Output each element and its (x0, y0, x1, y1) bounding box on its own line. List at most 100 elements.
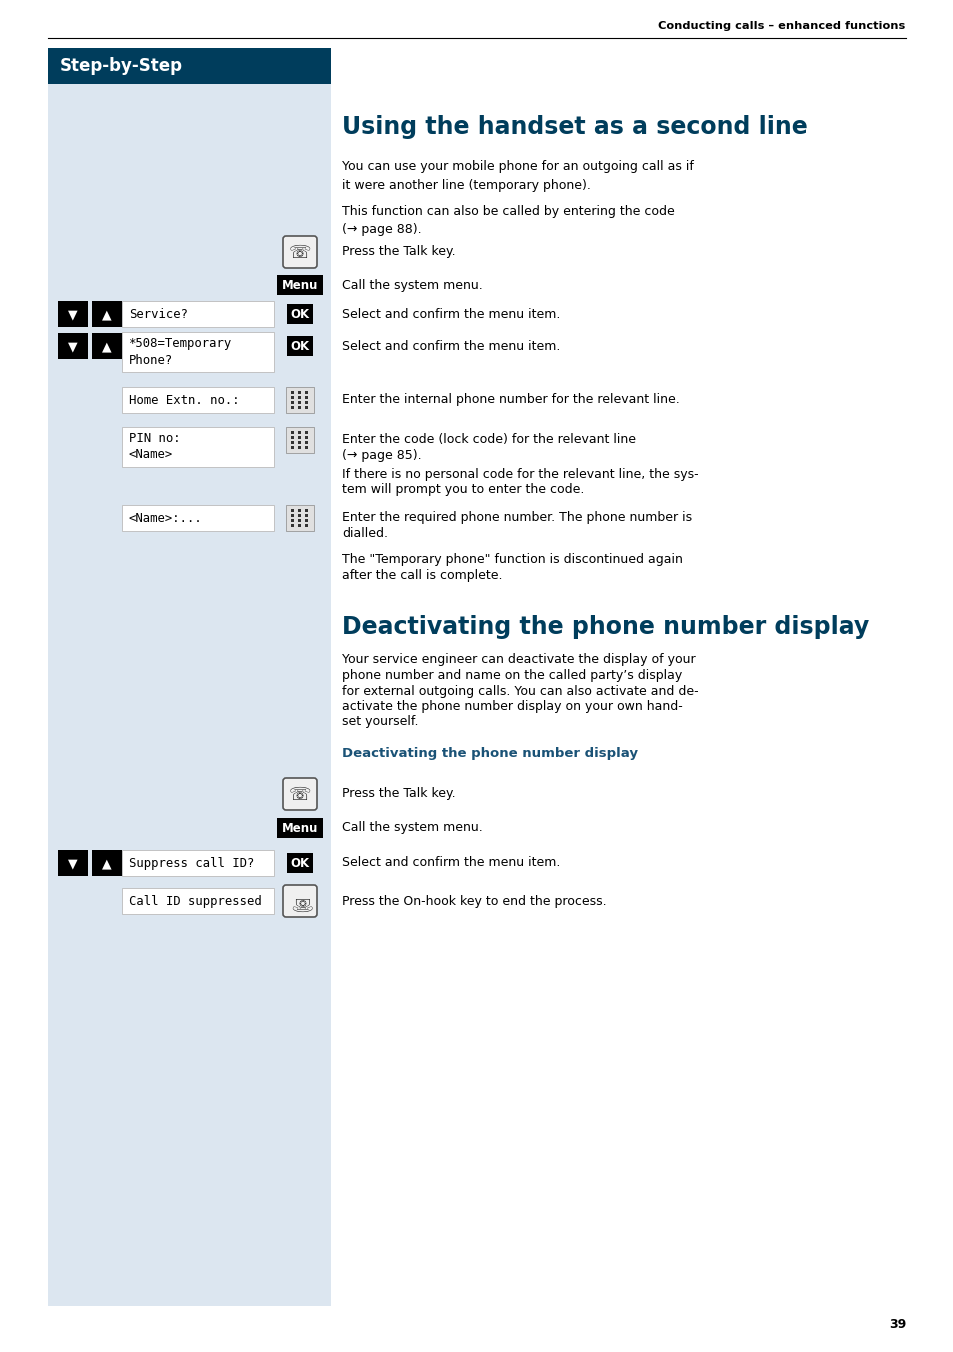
Text: PIN no:: PIN no: (129, 433, 180, 446)
Bar (305, 431, 308, 434)
Text: Call ID suppressed: Call ID suppressed (129, 895, 261, 907)
Text: Home Extn. no.:: Home Extn. no.: (129, 393, 239, 407)
Bar (297, 525, 301, 527)
Text: ▼: ▼ (68, 857, 78, 869)
Bar (291, 514, 294, 516)
Bar (58, 850, 88, 876)
Bar (291, 508, 294, 512)
Text: ▲: ▲ (102, 339, 112, 353)
Text: ▲: ▲ (102, 857, 112, 869)
Text: ▼: ▼ (68, 308, 78, 320)
Text: OK: OK (290, 339, 309, 353)
Bar (122, 427, 274, 466)
Bar (291, 396, 294, 399)
Bar (305, 391, 308, 393)
Bar (48, 49, 331, 84)
Text: Using the handset as a second line: Using the handset as a second line (341, 115, 807, 139)
Bar (276, 274, 323, 295)
Text: phone number and name on the called party’s display: phone number and name on the called part… (341, 669, 681, 681)
Text: You can use your mobile phone for an outgoing call as if
it were another line (t: You can use your mobile phone for an out… (341, 160, 693, 192)
Bar (287, 304, 313, 324)
Bar (291, 446, 294, 449)
Bar (58, 301, 88, 327)
Bar (291, 402, 294, 404)
Bar (305, 519, 308, 522)
Text: tem will prompt you to enter the code.: tem will prompt you to enter the code. (341, 483, 584, 496)
Bar (297, 406, 301, 410)
Bar (91, 333, 122, 360)
Bar (305, 446, 308, 449)
Bar (91, 850, 122, 876)
Text: Menu: Menu (281, 279, 318, 292)
Bar (305, 402, 308, 404)
Bar (122, 506, 274, 531)
Text: ☏: ☏ (289, 894, 311, 911)
Bar (291, 519, 294, 522)
Bar (297, 391, 301, 393)
Bar (297, 435, 301, 439)
Text: If there is no personal code for the relevant line, the sys-: If there is no personal code for the rel… (341, 468, 698, 480)
Text: Your service engineer can deactivate the display of your: Your service engineer can deactivate the… (341, 653, 695, 667)
Text: Enter the code (lock code) for the relevant line: Enter the code (lock code) for the relev… (341, 434, 636, 446)
Bar (297, 519, 301, 522)
Bar (291, 391, 294, 393)
Text: Call the system menu.: Call the system menu. (341, 279, 482, 292)
Bar (297, 514, 301, 516)
Text: Select and confirm the menu item.: Select and confirm the menu item. (341, 339, 559, 353)
Bar (286, 387, 314, 412)
Text: 39: 39 (888, 1318, 905, 1332)
Text: Deactivating the phone number display: Deactivating the phone number display (341, 748, 638, 760)
Bar (297, 396, 301, 399)
Text: Deactivating the phone number display: Deactivating the phone number display (341, 615, 868, 639)
Text: after the call is complete.: after the call is complete. (341, 569, 502, 581)
Text: Press the Talk key.: Press the Talk key. (341, 787, 456, 800)
Bar (305, 508, 308, 512)
Bar (297, 402, 301, 404)
Text: activate the phone number display on your own hand-: activate the phone number display on you… (341, 700, 682, 713)
Bar (287, 337, 313, 356)
Bar (291, 441, 294, 443)
Bar (305, 435, 308, 439)
Bar (297, 508, 301, 512)
Text: Select and confirm the menu item.: Select and confirm the menu item. (341, 307, 559, 320)
Text: OK: OK (290, 308, 309, 320)
Bar (287, 853, 313, 873)
Bar (291, 435, 294, 439)
Bar (297, 431, 301, 434)
Text: The "Temporary phone" function is discontinued again: The "Temporary phone" function is discon… (341, 553, 682, 566)
Bar (122, 333, 274, 372)
Text: OK: OK (290, 857, 309, 869)
Text: <Name>:...: <Name>:... (129, 511, 203, 525)
Text: Call the system menu.: Call the system menu. (341, 822, 482, 834)
Bar (122, 301, 274, 327)
Bar (297, 446, 301, 449)
Bar (91, 301, 122, 327)
Text: ▼: ▼ (68, 339, 78, 353)
Text: Menu: Menu (281, 822, 318, 836)
Text: ☏: ☏ (289, 243, 311, 262)
Bar (122, 850, 274, 876)
FancyBboxPatch shape (283, 886, 316, 917)
Text: ▲: ▲ (102, 308, 112, 320)
Bar (276, 818, 323, 838)
Text: Suppress call ID?: Suppress call ID? (129, 857, 254, 869)
Bar (122, 387, 274, 412)
FancyBboxPatch shape (283, 777, 316, 810)
Text: Press the Talk key.: Press the Talk key. (341, 246, 456, 258)
Bar (122, 888, 274, 914)
Text: Service?: Service? (129, 307, 188, 320)
Bar (291, 525, 294, 527)
Text: (→ page 85).: (→ page 85). (341, 449, 421, 462)
Text: ☏: ☏ (289, 786, 311, 804)
Bar (305, 441, 308, 443)
Text: Select and confirm the menu item.: Select and confirm the menu item. (341, 857, 559, 869)
Text: dialled.: dialled. (341, 527, 388, 539)
Text: Press the On-hook key to end the process.: Press the On-hook key to end the process… (341, 895, 606, 907)
Bar (291, 406, 294, 410)
Text: Enter the internal phone number for the relevant line.: Enter the internal phone number for the … (341, 393, 679, 407)
Text: Step-by-Step: Step-by-Step (60, 57, 183, 74)
Text: <Name>: <Name> (129, 449, 173, 461)
Bar (297, 441, 301, 443)
Text: set yourself.: set yourself. (341, 715, 418, 729)
Bar (286, 506, 314, 531)
